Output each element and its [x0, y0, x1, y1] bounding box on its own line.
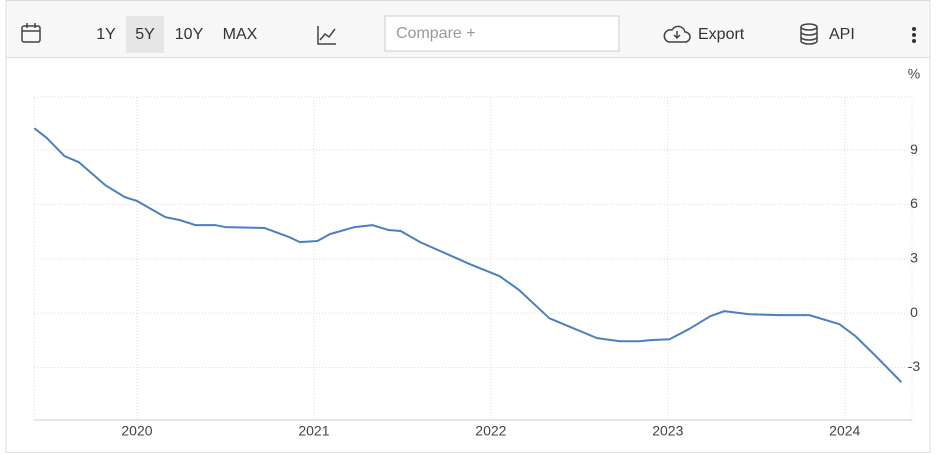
more-menu[interactable]	[912, 27, 916, 43]
y-tick-label: 0	[910, 304, 918, 320]
api-button[interactable]: API	[829, 26, 855, 43]
plot-frame	[33, 96, 913, 421]
x-tick-label: 2020	[121, 423, 152, 439]
range-button[interactable]: MAX	[223, 26, 258, 43]
y-tick-label: 6	[910, 195, 918, 211]
export-button[interactable]: Export	[698, 26, 745, 43]
chart-type-icon[interactable]	[317, 26, 336, 45]
api-icon[interactable]	[800, 23, 818, 45]
calendar-icon[interactable]	[21, 23, 41, 43]
x-tick-label: 2022	[475, 423, 506, 439]
x-tick-label: 2023	[652, 423, 683, 439]
y-tick-label: 3	[910, 249, 918, 265]
frame	[5, 0, 931, 453]
range-button[interactable]: 10Y	[175, 26, 204, 43]
unit-label: %	[908, 66, 920, 82]
range-button[interactable]: 5Y	[135, 26, 155, 43]
x-tick-label: 2021	[298, 423, 329, 439]
compare-input[interactable]	[384, 15, 620, 52]
x-tick-label: 2024	[829, 423, 860, 439]
compare-placeholder: Compare +	[396, 25, 476, 42]
y-tick-label: -3	[908, 358, 921, 374]
y-tick-label: 9	[910, 141, 918, 157]
data-line	[33, 127, 903, 383]
range-button[interactable]: 1Y	[96, 26, 116, 43]
export-icon[interactable]	[663, 25, 691, 43]
selected-range-bg	[126, 16, 164, 53]
